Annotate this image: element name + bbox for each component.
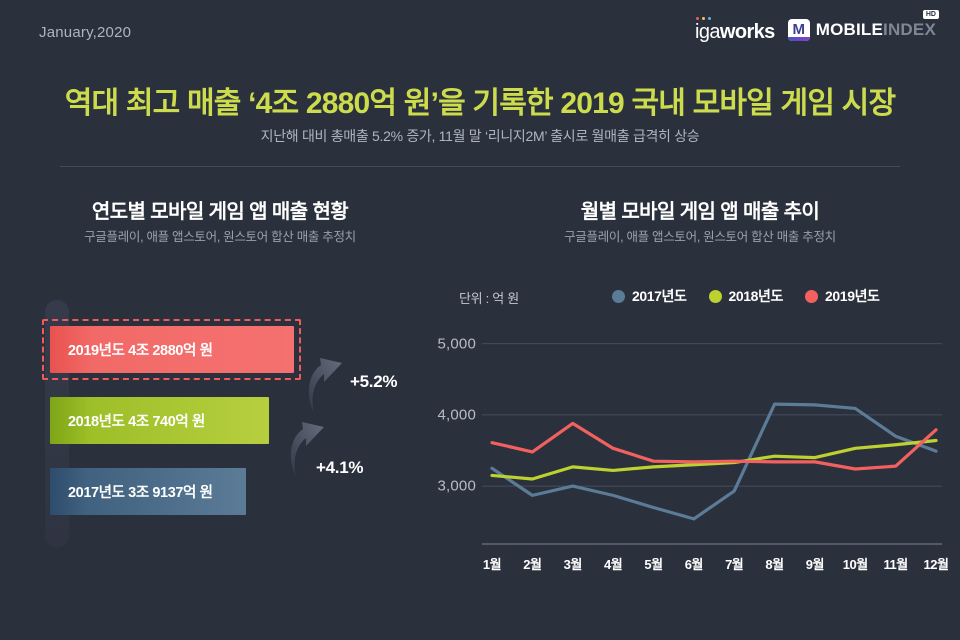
growth-arrow-up-icon-2018 — [290, 422, 324, 477]
chart-unit-label: 단위 : 억 원 — [459, 291, 519, 306]
x-tick-label: 7월 — [725, 557, 744, 572]
left-chart-title: 연도별 모바일 게임 앱 매출 현황 — [91, 201, 349, 223]
y-tick-label: 4,000 — [437, 406, 476, 424]
legend-item-2018년도[interactable]: 2018년도 — [708, 286, 784, 306]
right-chart-subtitle: 구글플레이, 애플 앱스토어, 원스토어 합산 매출 추정치 — [564, 230, 836, 244]
hd-badge: HD — [922, 9, 939, 19]
bar-row-2019: 2019년도 4조 2880억 원 — [50, 326, 294, 373]
line-series-2019년도 — [490, 421, 938, 471]
growth-arrow-up-icon-2019 — [308, 358, 342, 413]
x-tick-label: 12월 — [923, 557, 949, 572]
page-header: January,2020 igaworks M MOBILEINDEX HD — [0, 0, 960, 60]
x-tick-label: 2월 — [523, 557, 542, 572]
page-title: 역대 최고 매출 ‘4조 2880억 원’을 기록한 2019 국내 모바일 게… — [64, 87, 896, 120]
page-subtitle: 지난해 대비 총매출 5.2% 증가, 11월 말 ‘리니지2M’ 출시로 월매… — [260, 128, 700, 144]
y-tick-label: 3,000 — [437, 477, 476, 495]
growth-percent-2019: +5.2% — [350, 372, 398, 391]
igaworks-logo-part2: works — [719, 21, 775, 43]
mobileindex-wordmark: MOBILEINDEX — [816, 21, 936, 38]
x-tick-label: 6월 — [684, 557, 704, 572]
legend-dot-icon — [612, 289, 625, 303]
header-divider — [60, 166, 900, 167]
logo-group: igaworks M MOBILEINDEX HD — [695, 9, 939, 42]
legend-label: 2018년도 — [728, 288, 784, 304]
date-label: January,2020 — [39, 24, 132, 41]
igaworks-logo-part1: iga — [695, 21, 720, 43]
x-tick-label: 11월 — [883, 557, 909, 572]
x-tick-label: 1월 — [482, 557, 502, 572]
x-tick-label: 3월 — [563, 557, 583, 572]
mobileindex-logo: M MOBILEINDEX HD — [787, 9, 939, 41]
mobileindex-bold-text: MOBILE — [815, 20, 884, 39]
mobileindex-dim-text: INDEX — [883, 20, 936, 39]
igaworks-logo: igaworks — [695, 17, 775, 42]
left-chart-subtitle: 구글플레이, 애플 앱스토어, 원스토어 합산 매출 추정치 — [84, 230, 356, 244]
line-series-2018년도 — [490, 438, 938, 481]
y-tick-label: 5,000 — [437, 335, 476, 353]
bar-row-2017: 2017년도 3조 9137억 원 — [50, 468, 246, 515]
legend-item-2019년도[interactable]: 2019년도 — [805, 286, 880, 306]
x-tick-label: 10월 — [842, 557, 868, 572]
line-chart-canvas — [482, 343, 942, 545]
x-tick-label: 5월 — [644, 557, 663, 572]
growth-percent-2018: +4.1% — [316, 458, 364, 477]
legend-item-2017년도[interactable]: 2017년도 — [612, 286, 687, 306]
highlight-dashed-box-2019 — [42, 319, 301, 380]
legend-label: 2019년도 — [825, 288, 880, 304]
legend-dot-icon — [805, 289, 819, 303]
x-tick-label: 4월 — [603, 557, 623, 572]
chart-legend: 2017년도 2018년도 2019년도 — [612, 286, 880, 306]
igaworks-dots-icon — [696, 17, 712, 20]
line-chart: 3,000 4,000 5,000 1월 2월 3월 4월 5월 6월 7월 8월 9월 10월 11월… — [430, 318, 950, 588]
legend-dot-icon — [708, 289, 722, 303]
legend-label: 2017년도 — [632, 288, 687, 304]
x-tick-label: 8월 — [765, 557, 784, 572]
mobileindex-mark-icon: M — [787, 18, 810, 41]
x-tick-label: 9월 — [805, 557, 825, 572]
bar-row-2018: 2018년도 4조 740억 원 — [50, 397, 269, 444]
right-chart-title: 월별 모바일 게임 앱 매출 추이 — [580, 201, 820, 223]
line-series-2017년도 — [490, 402, 938, 521]
